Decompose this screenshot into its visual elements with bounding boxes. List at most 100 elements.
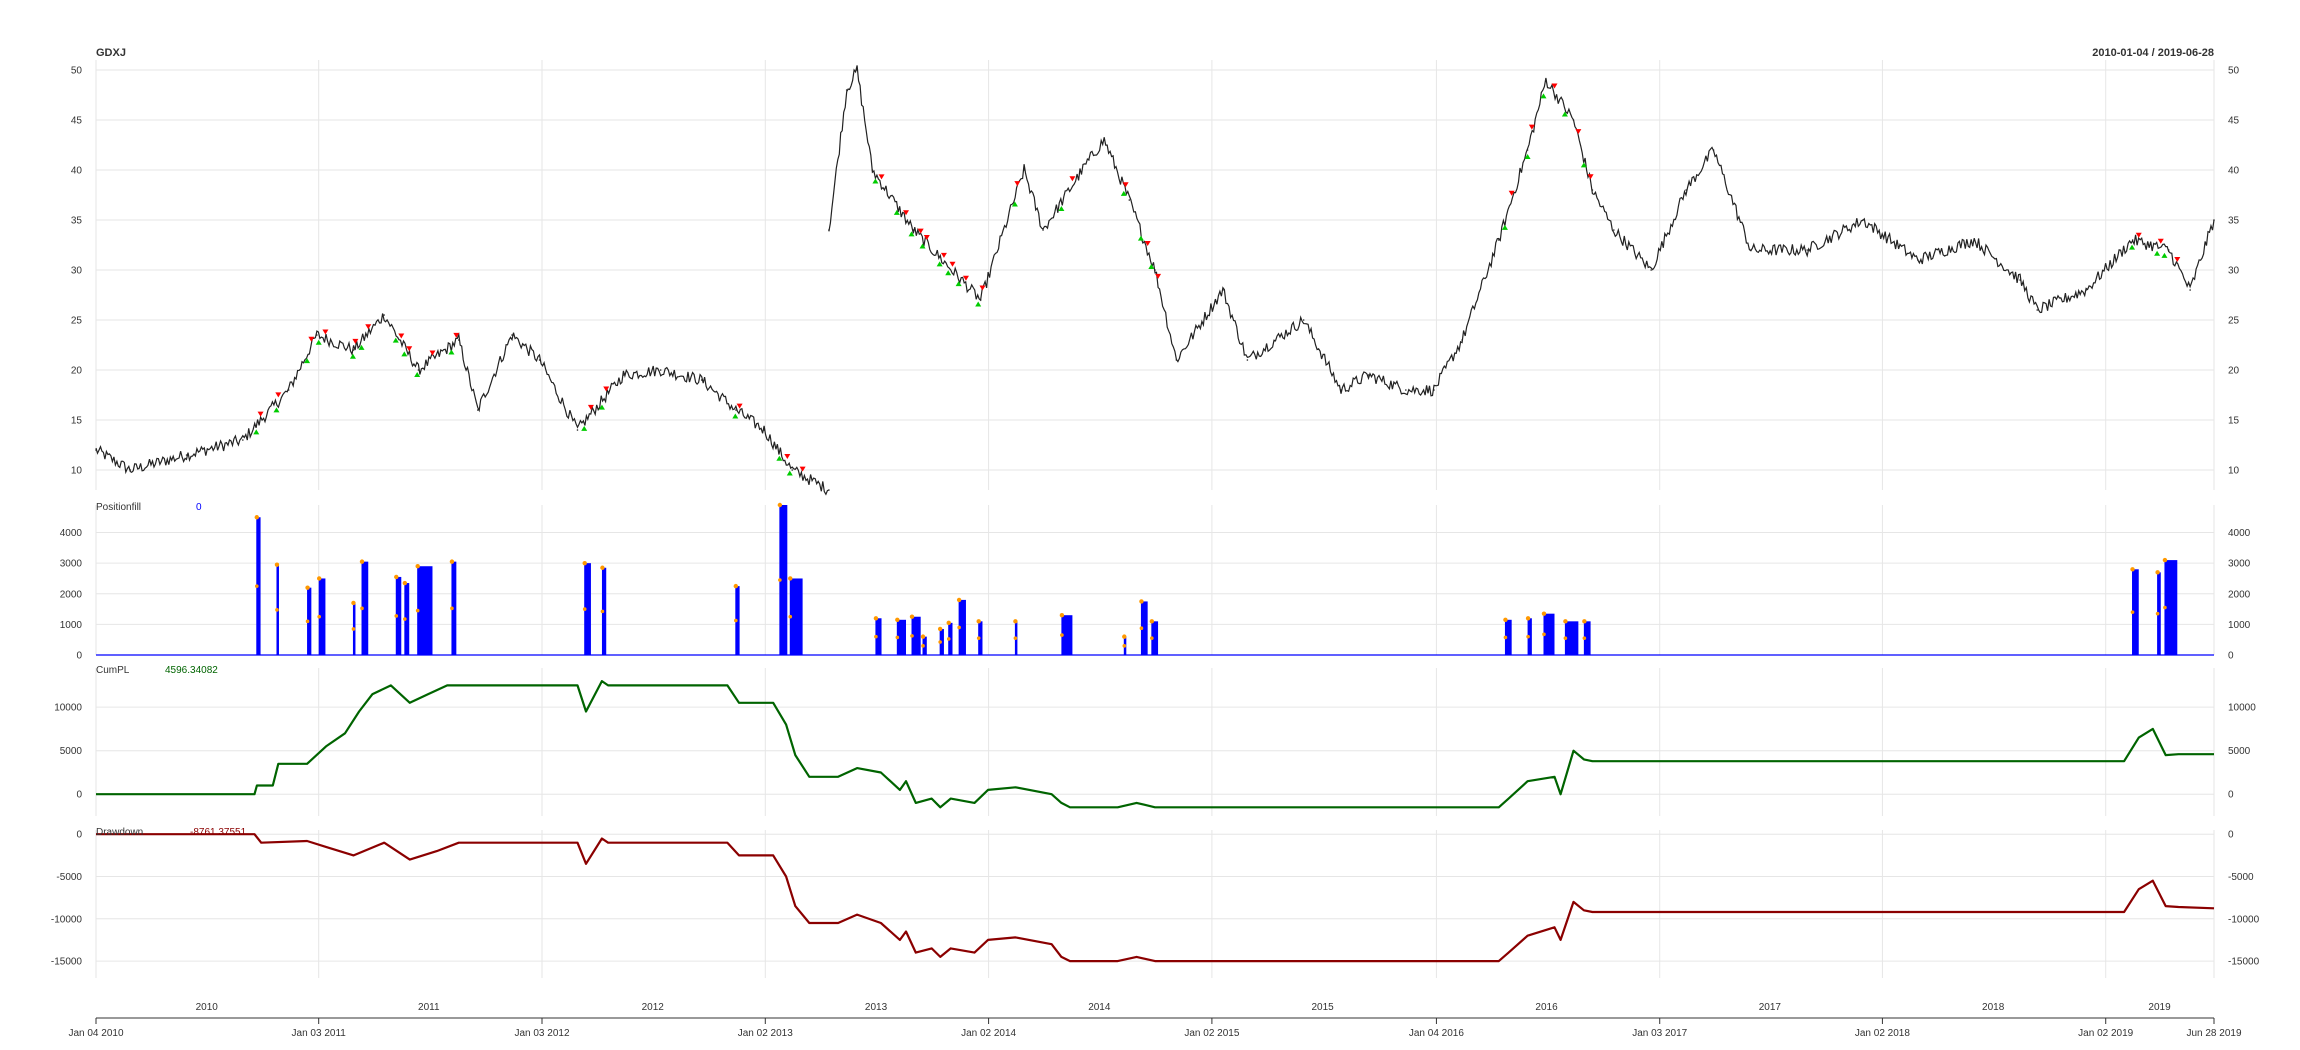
fill-marker: [1013, 619, 1018, 624]
buy-signal-marker: [304, 358, 311, 364]
fill-marker: [1582, 619, 1587, 624]
price-point: [791, 469, 794, 471]
buy-signal-marker: [1011, 201, 1018, 207]
y-tick-label-right: 45: [2228, 116, 2240, 127]
fill-marker: [733, 583, 739, 589]
y-tick-label-right: 15: [2228, 416, 2240, 427]
fill-marker: [1525, 616, 1531, 621]
buy-signal-marker: [253, 429, 260, 435]
y-tick-label-left: 10000: [54, 703, 82, 714]
year-label: 2013: [865, 1002, 888, 1013]
price-point: [129, 469, 132, 471]
fill-marker: [359, 559, 365, 564]
sell-signal-marker: [784, 454, 791, 460]
fill-marker: [2155, 611, 2160, 616]
y-tick-label-left: 5000: [60, 746, 83, 757]
fill-marker: [2155, 570, 2160, 575]
position-bar: [1564, 621, 1579, 655]
price-series-line: [95, 313, 830, 496]
y-tick-label-right: -10000: [2228, 914, 2260, 925]
sell-signal-marker: [1144, 241, 1151, 246]
position-bar: [896, 619, 907, 655]
x-tick-label: Jan 02 2018: [1855, 1028, 1910, 1039]
fill-marker: [600, 565, 605, 570]
buy-signal-marker: [392, 337, 399, 343]
position-bar: [1140, 601, 1148, 655]
y-tick-label-left: 1000: [60, 620, 83, 631]
price-point: [1862, 219, 1864, 221]
fill-marker: [394, 614, 399, 618]
price-point: [95, 449, 97, 451]
positionfill-panel: [96, 502, 2214, 656]
price-point: [1750, 249, 1752, 251]
positionfill-current-value: 0: [196, 502, 202, 513]
buy-signal-marker: [872, 178, 879, 184]
price-point: [622, 374, 625, 376]
fill-marker: [2163, 605, 2167, 610]
price-point: [1088, 159, 1090, 161]
buy-signal-marker: [1058, 206, 1065, 211]
price-point: [457, 339, 460, 341]
y-tick-label-left: 40: [71, 166, 83, 177]
position-bar: [395, 576, 402, 655]
price-point: [1650, 269, 1652, 271]
fill-marker: [305, 585, 310, 590]
fill-marker: [600, 609, 605, 614]
y-tick-label-left: -15000: [51, 957, 83, 968]
fill-marker: [1122, 644, 1127, 648]
price-point: [1591, 189, 1594, 191]
sell-signal-marker: [917, 228, 924, 234]
fill-marker: [895, 635, 900, 640]
price-point: [2036, 309, 2038, 311]
price-point: [1042, 229, 1044, 231]
sell-signal-marker: [1508, 190, 1515, 196]
price-point: [383, 314, 385, 316]
fill-marker: [1013, 636, 1018, 640]
buy-signal-marker: [273, 407, 280, 413]
price-point: [1367, 374, 1370, 376]
buy-signal-marker: [955, 281, 962, 287]
sell-signal-marker: [603, 386, 610, 392]
price-point: [511, 334, 513, 336]
price-point: [1806, 249, 1808, 251]
price-point: [1246, 359, 1249, 361]
sell-signal-marker: [257, 411, 264, 417]
y-tick-label-right: 25: [2228, 316, 2240, 327]
buy-signal-marker: [315, 339, 322, 345]
sell-signal-marker: [1122, 182, 1129, 188]
year-label: 2018: [1982, 1002, 2005, 1013]
fill-marker: [1503, 617, 1508, 622]
sell-signal-marker: [1069, 176, 1076, 182]
price-point: [352, 349, 355, 351]
buy-signal-marker: [349, 353, 356, 359]
label-layer: GDXJ 2010-01-04 / 2019-06-28 Positionfil…: [96, 47, 2214, 838]
buy-signal-marker: [1524, 154, 1531, 159]
y-tick-label-left: 30: [71, 266, 83, 277]
position-bar: [911, 616, 921, 655]
drawdown-title: Drawdown: [96, 827, 143, 838]
y-tick-label-left: 0: [76, 651, 82, 662]
price-series-line: [828, 65, 2215, 397]
y-tick-label-left: 10: [71, 466, 83, 477]
x-tick-label: Jan 02 2013: [738, 1028, 793, 1039]
buy-signal-marker: [1137, 235, 1144, 241]
price-point: [417, 369, 420, 371]
y-tick-label-right: 0: [2228, 830, 2234, 841]
sell-signal-marker: [587, 404, 594, 410]
y-tick-label-left: 20: [71, 366, 83, 377]
buy-signal-marker: [786, 470, 793, 476]
position-bar: [779, 505, 788, 655]
price-point: [1128, 199, 1131, 201]
sell-signal-marker: [308, 336, 315, 342]
buy-signal-marker: [2161, 252, 2168, 258]
price-point: [845, 89, 848, 91]
drawdown-series-line: [96, 833, 2215, 963]
drawdown-current-value: -8761.37551: [190, 827, 247, 838]
price-point: [700, 379, 703, 381]
sell-signal-marker: [1155, 273, 1162, 279]
price-point: [1526, 149, 1529, 151]
year-label: 2011: [418, 1002, 440, 1013]
cumpl-current-value: 4596.34082: [165, 665, 218, 676]
price-point: [1461, 339, 1463, 341]
price-point: [828, 229, 830, 231]
